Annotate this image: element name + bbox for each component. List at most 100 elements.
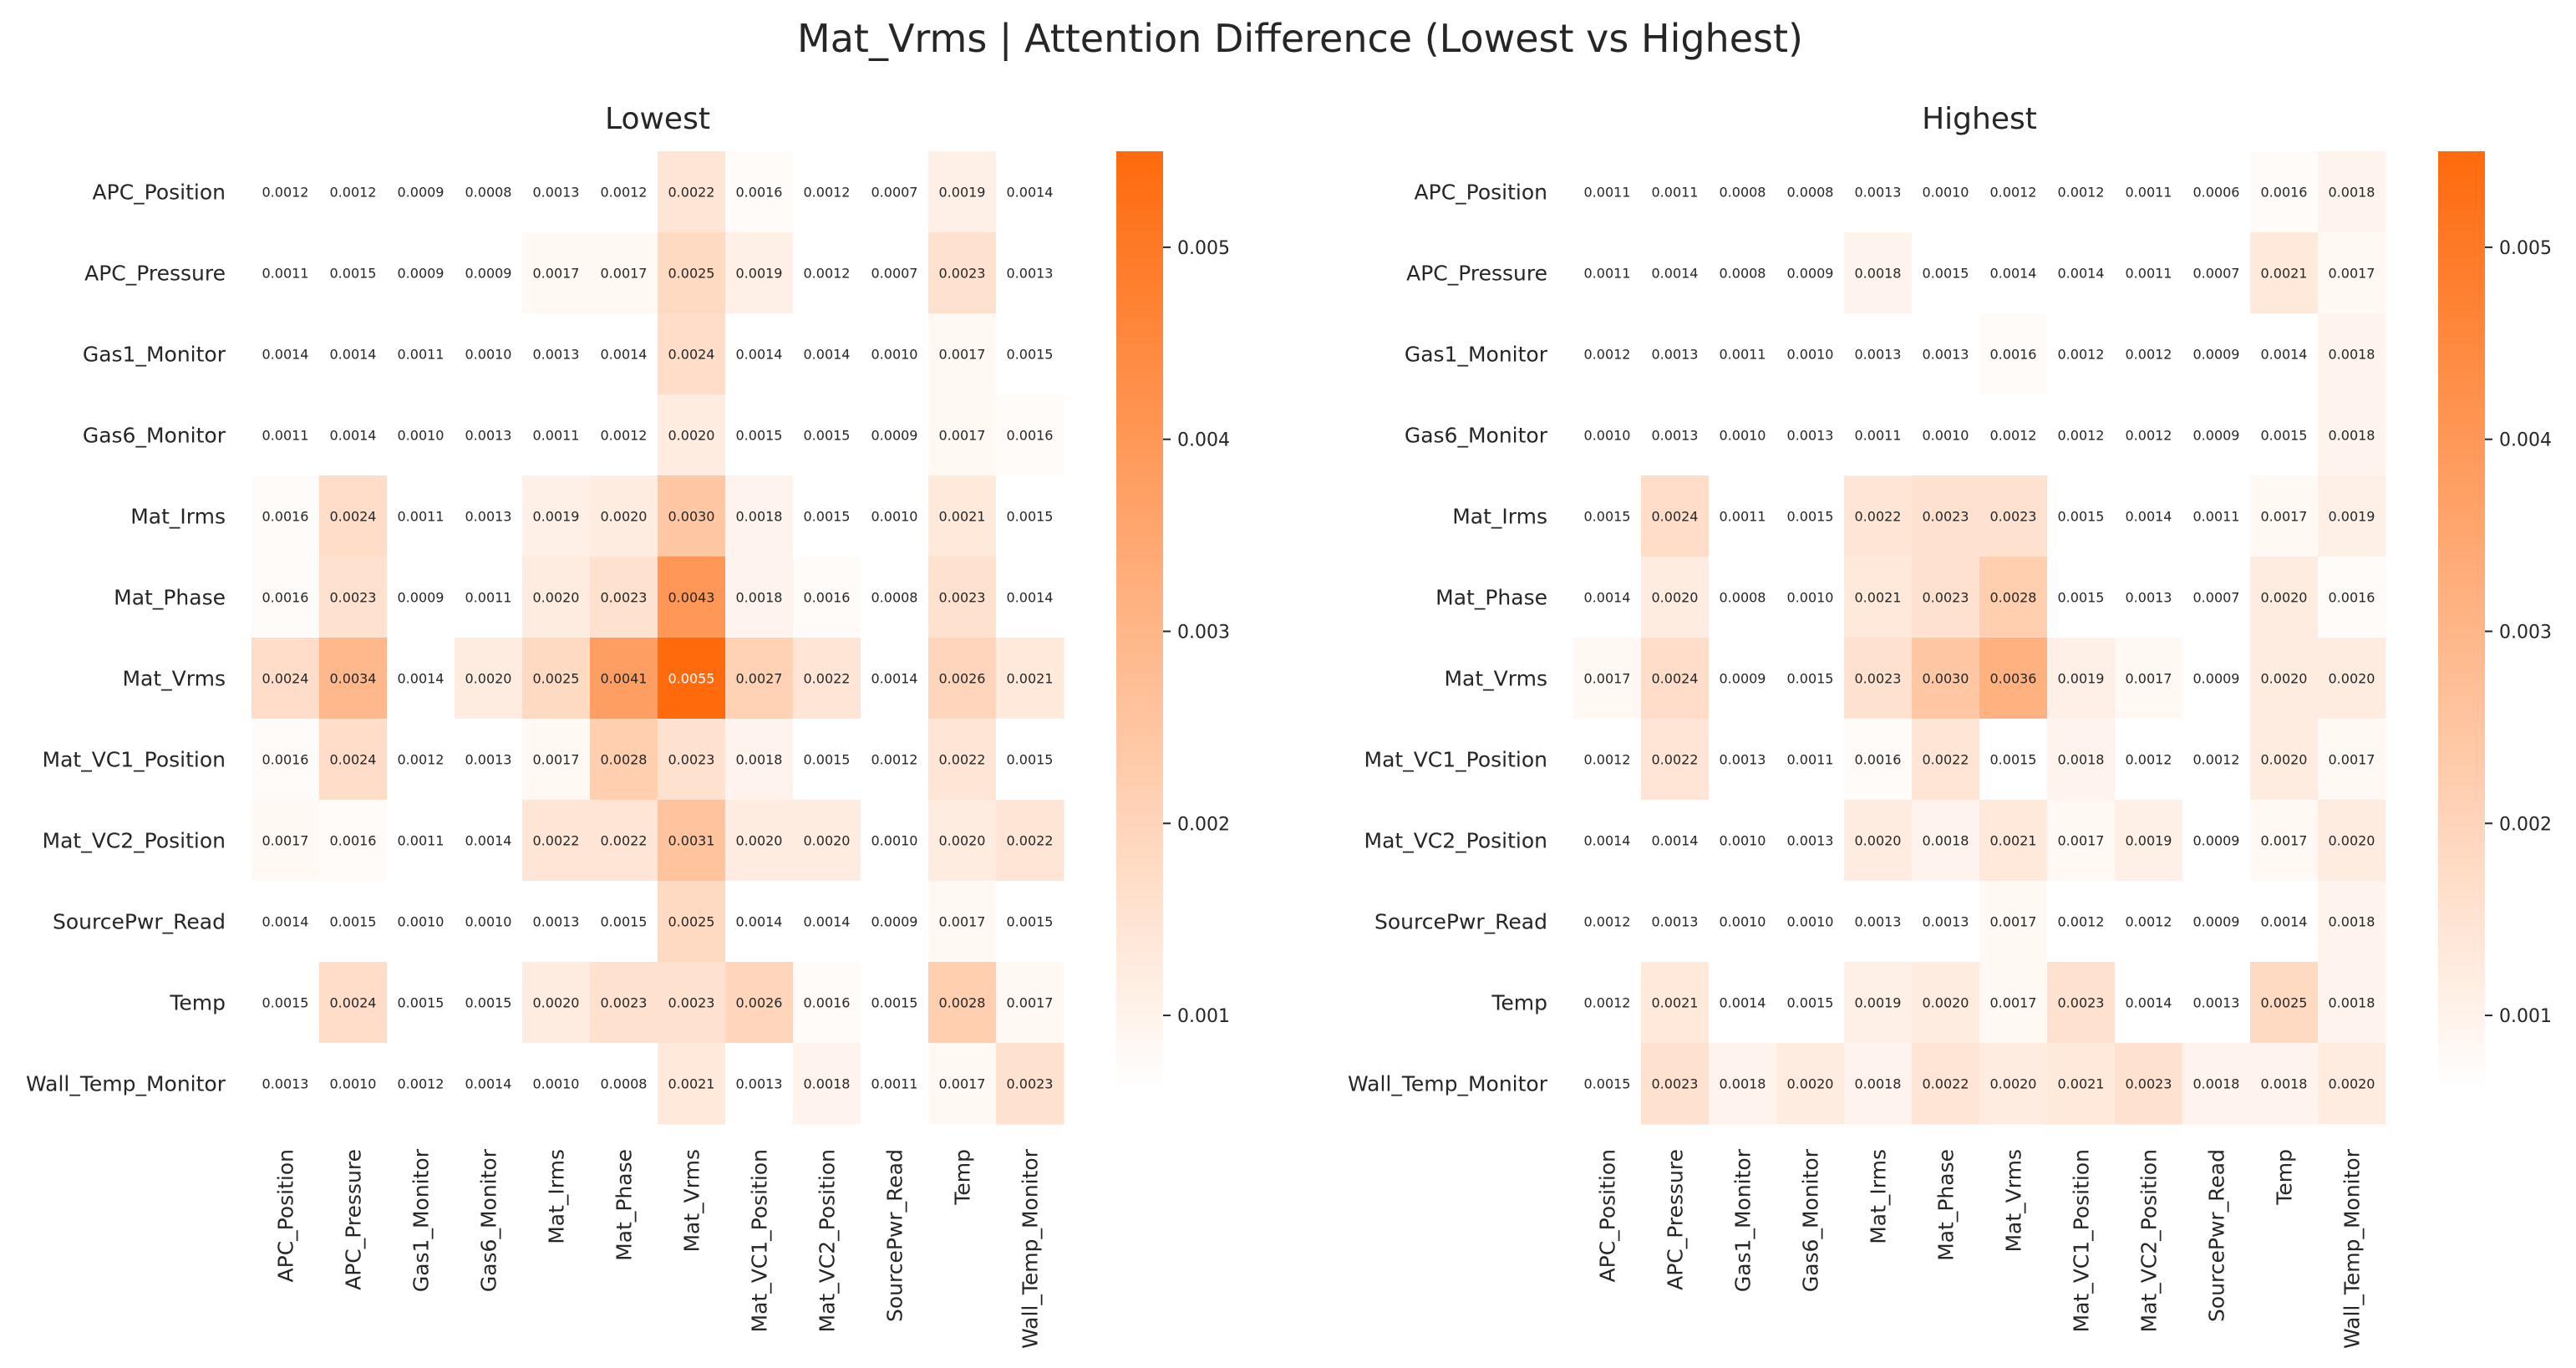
column-label: SourcePwr_Read: [2205, 1149, 2229, 1322]
cell-value-label: 0.0016: [330, 833, 377, 849]
cell-value-label: 0.0011: [1855, 428, 1902, 444]
colorbar-tick-label: 0.002: [1177, 814, 1230, 835]
cell-value-label: 0.0021: [1652, 995, 1699, 1011]
heatmap-cell: [1573, 394, 1642, 476]
heatmap-cell: [319, 313, 388, 395]
heatmap-cell: [252, 719, 320, 801]
heatmap-cell: [2047, 1043, 2116, 1125]
heatmap-cell: [252, 962, 320, 1044]
heatmap-cell: [1844, 394, 1913, 476]
cell-value-label: 0.0014: [2126, 995, 2172, 1011]
cell-value-label: 0.0015: [1990, 752, 2037, 768]
cell-value-label: 0.0016: [1855, 752, 1902, 768]
heatmap-cell: [2318, 800, 2386, 882]
cell-value-label: 0.0022: [1652, 752, 1699, 768]
row-label: Mat_Vrms: [1444, 667, 1547, 691]
cell-value-label: 0.0018: [736, 752, 783, 768]
heatmap-cell: [658, 800, 726, 882]
cell-value-label: 0.0013: [1652, 428, 1699, 444]
heatmap-cell: [1709, 151, 1777, 233]
cell-value-label: 0.0020: [1923, 995, 1969, 1011]
heatmap-cell: [590, 475, 658, 557]
heatmap-cell: [2182, 557, 2251, 638]
cell-value-label: 0.0010: [1720, 428, 1766, 444]
cell-value-label: 0.0010: [871, 509, 918, 525]
cell-value-label: 0.0022: [1923, 752, 1969, 768]
cell-value-label: 0.0043: [668, 590, 715, 606]
heatmap-cell: [1641, 1043, 1710, 1125]
cell-value-label: 0.0012: [330, 185, 377, 201]
heatmap-cell: [1709, 800, 1777, 882]
cell-value-label: 0.0020: [1787, 1076, 1834, 1092]
column-label: Wall_Temp_Monitor: [1019, 1148, 1043, 1349]
heatmap-cell: [252, 151, 320, 233]
heatmap-cell: [725, 313, 794, 395]
row-label: Gas1_Monitor: [1405, 343, 1548, 367]
heatmap-cell: [1641, 719, 1710, 801]
cell-value-label: 0.0014: [2261, 914, 2308, 930]
heatmap-cell: [1573, 800, 1642, 882]
cell-value-label: 0.0026: [939, 671, 986, 687]
heatmap-cell: [658, 1043, 726, 1125]
cell-value-label: 0.0010: [398, 428, 445, 444]
heatmap-cell: [1844, 151, 1913, 233]
cell-value-label: 0.0024: [1652, 509, 1699, 525]
heatmap-cell: [1641, 151, 1710, 233]
heatmap-cell: [725, 394, 794, 476]
cell-value-label: 0.0010: [1923, 185, 1969, 201]
heatmap-cell: [455, 151, 523, 233]
cell-value-label: 0.0017: [939, 347, 986, 363]
cell-value-label: 0.0023: [2126, 1076, 2172, 1092]
cell-value-label: 0.0012: [1584, 347, 1631, 363]
cell-value-label: 0.0008: [1787, 185, 1834, 201]
cell-value-label: 0.0023: [1923, 590, 1969, 606]
heatmap-cell: [522, 475, 591, 557]
heatmap-cell: [455, 881, 523, 963]
cell-value-label: 0.0019: [2058, 671, 2105, 687]
heatmap-cell: [1641, 881, 1710, 963]
heatmap-cell: [1776, 232, 1845, 314]
colorbar-tick-label: 0.002: [2499, 814, 2552, 835]
cell-value-label: 0.0013: [2193, 995, 2240, 1011]
column-label: APC_Pressure: [1664, 1149, 1688, 1290]
heatmap-cell: [1912, 313, 1980, 395]
heatmap-cell: [2047, 800, 2116, 882]
heatmap-cell: [793, 313, 861, 395]
heatmap-cell: [2182, 313, 2251, 395]
cell-value-label: 0.0027: [736, 671, 783, 687]
cell-value-label: 0.0015: [1787, 671, 1834, 687]
heatmap-cell: [2182, 800, 2251, 882]
heatmap-cell: [1709, 1043, 1777, 1125]
cell-value-label: 0.0011: [398, 833, 445, 849]
heatmap-cell: [1641, 313, 1710, 395]
heatmap-cell: [2250, 475, 2319, 557]
heatmap-cell: [2250, 557, 2319, 638]
heatmap-cell: [319, 557, 388, 638]
cell-value-label: 0.0018: [2329, 185, 2375, 201]
cell-value-label: 0.0015: [1007, 752, 1054, 768]
column-label: Gas1_Monitor: [409, 1148, 434, 1292]
heatmap-cell: [1979, 881, 2048, 963]
heatmap-cell: [793, 881, 861, 963]
cell-value-label: 0.0011: [1652, 185, 1699, 201]
cell-value-label: 0.0019: [736, 266, 783, 282]
heatmap-cell: [1573, 557, 1642, 638]
heatmap-cell: [996, 232, 1064, 314]
heatmap-cell: [2318, 638, 2386, 720]
heatmap-cell: [928, 1043, 997, 1125]
heatmap-cell: [252, 557, 320, 638]
heatmap-cell: [2250, 962, 2319, 1044]
heatmap-cell: [1979, 151, 2048, 233]
column-label: Wall_Temp_Monitor: [2340, 1148, 2365, 1349]
cell-value-label: 0.0025: [2261, 995, 2308, 1011]
heatmap-cell: [725, 557, 794, 638]
row-label: SourcePwr_Read: [1374, 910, 1547, 934]
heatmap-cell: [658, 638, 726, 720]
heatmap-cell: [658, 557, 726, 638]
heatmap-cell: [387, 232, 455, 314]
cell-value-label: 0.0012: [398, 1076, 445, 1092]
cell-value-label: 0.0014: [1007, 590, 1054, 606]
heatmap-cell: [928, 800, 997, 882]
heatmap-cell: [252, 394, 320, 476]
heatmap-cell: [2047, 962, 2116, 1044]
